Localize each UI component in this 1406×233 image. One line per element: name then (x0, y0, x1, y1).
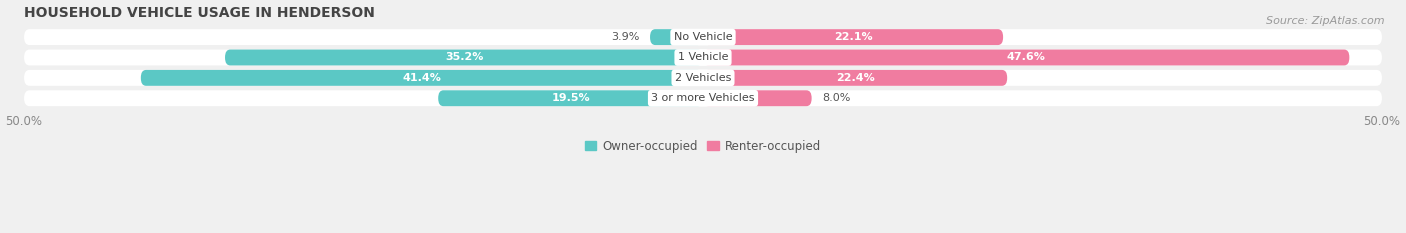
Text: 8.0%: 8.0% (823, 93, 851, 103)
Text: 22.1%: 22.1% (834, 32, 872, 42)
Text: Source: ZipAtlas.com: Source: ZipAtlas.com (1267, 16, 1385, 26)
Text: 3.9%: 3.9% (610, 32, 640, 42)
FancyBboxPatch shape (703, 50, 1350, 65)
Legend: Owner-occupied, Renter-occupied: Owner-occupied, Renter-occupied (579, 135, 827, 158)
Text: 3 or more Vehicles: 3 or more Vehicles (651, 93, 755, 103)
FancyBboxPatch shape (703, 70, 1007, 86)
Text: 19.5%: 19.5% (551, 93, 591, 103)
FancyBboxPatch shape (24, 90, 1382, 106)
FancyBboxPatch shape (703, 90, 811, 106)
Text: 22.4%: 22.4% (835, 73, 875, 83)
FancyBboxPatch shape (439, 90, 703, 106)
Text: 35.2%: 35.2% (444, 52, 484, 62)
FancyBboxPatch shape (24, 50, 1382, 65)
FancyBboxPatch shape (225, 50, 703, 65)
FancyBboxPatch shape (703, 29, 1002, 45)
Text: 2 Vehicles: 2 Vehicles (675, 73, 731, 83)
Text: 41.4%: 41.4% (402, 73, 441, 83)
FancyBboxPatch shape (141, 70, 703, 86)
FancyBboxPatch shape (24, 70, 1382, 86)
FancyBboxPatch shape (24, 29, 1382, 45)
Text: HOUSEHOLD VEHICLE USAGE IN HENDERSON: HOUSEHOLD VEHICLE USAGE IN HENDERSON (24, 6, 375, 20)
FancyBboxPatch shape (650, 29, 703, 45)
Text: No Vehicle: No Vehicle (673, 32, 733, 42)
Text: 47.6%: 47.6% (1007, 52, 1046, 62)
Text: 1 Vehicle: 1 Vehicle (678, 52, 728, 62)
